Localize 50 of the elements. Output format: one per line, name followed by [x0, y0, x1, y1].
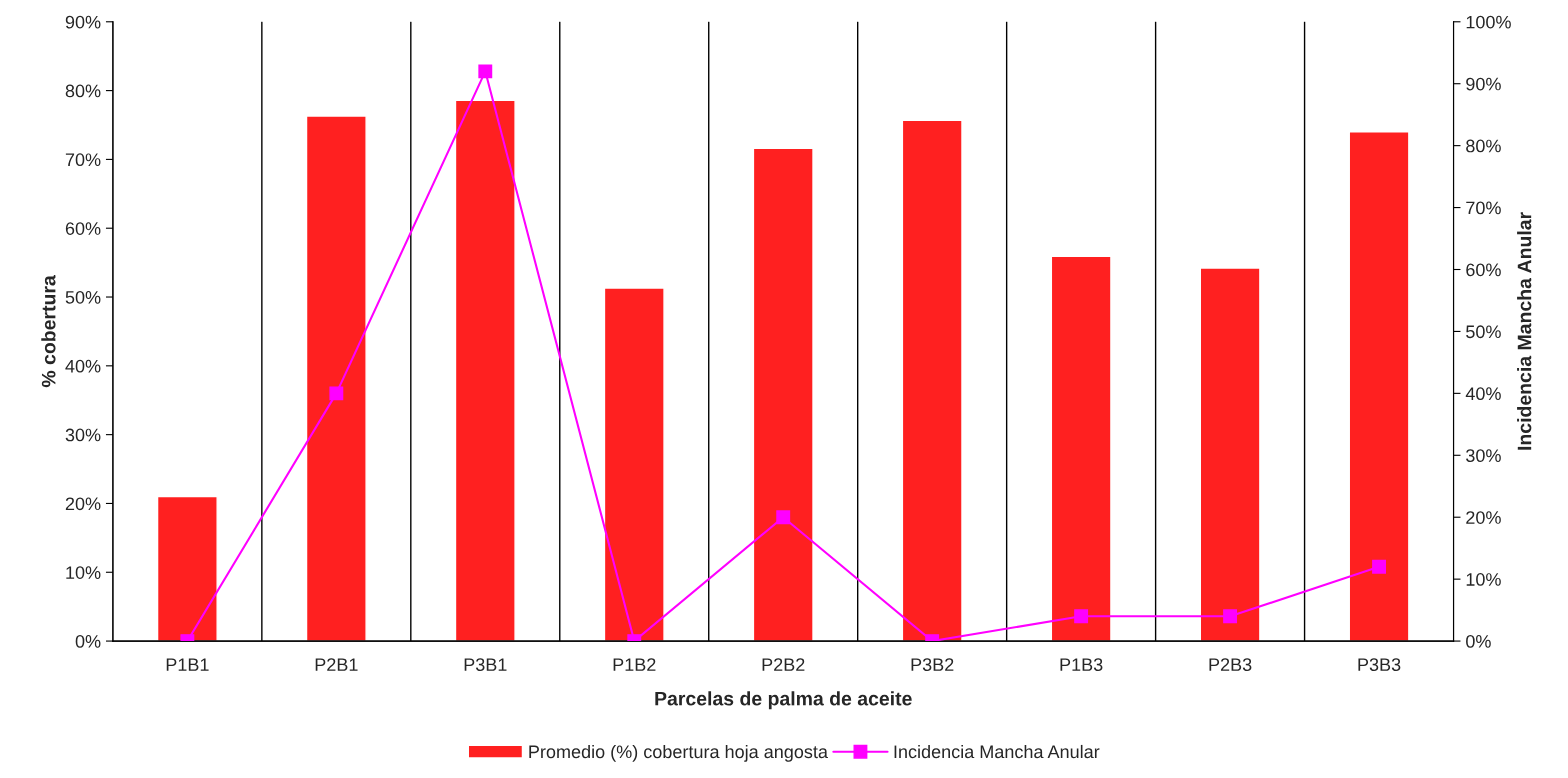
point: [1372, 559, 1387, 574]
y-tick-label: 80%: [65, 84, 101, 98]
bar: [156, 495, 218, 642]
y2-tick-label: 60%: [1466, 263, 1501, 277]
bar: [1348, 131, 1410, 642]
x-tick-label: P2B1: [315, 658, 358, 671]
y-tick-label: 10%: [66, 566, 101, 579]
y2-tick-label: 50%: [1466, 325, 1501, 339]
bar: [603, 287, 665, 642]
y-tick-label: 30%: [65, 428, 101, 442]
y-tick-label: 90%: [65, 15, 101, 29]
x-tick-label: P1B3: [1060, 658, 1103, 671]
bar: [752, 147, 814, 642]
y2-tick-label: 40%: [1465, 387, 1501, 401]
point: [776, 510, 791, 525]
y-tick-label: 20%: [65, 497, 101, 511]
x-tick-label: P3B3: [1358, 658, 1401, 671]
y-axis-title: % cobertura: [41, 275, 56, 388]
legend-label: Incidencia Mancha Anular: [894, 744, 1100, 759]
bar: [454, 99, 516, 642]
point: [478, 64, 493, 79]
x-axis-title: Parcelas de palma de aceite: [655, 691, 912, 710]
y-tick-label: 50%: [65, 290, 101, 304]
x-tick-label: P1B2: [613, 658, 656, 671]
y2-tick-label: 0%: [1466, 635, 1491, 648]
x-tick-label: P3B1: [464, 658, 507, 671]
bar: [1050, 255, 1112, 642]
y-tick-label: 40%: [65, 359, 101, 373]
y2-tick-label: 90%: [1466, 77, 1501, 91]
bar: [1199, 267, 1261, 642]
bar: [901, 119, 963, 642]
point: [1223, 609, 1238, 624]
y2-tick-label: 80%: [1466, 139, 1501, 153]
x-tick-label: P3B2: [911, 658, 954, 671]
y-tick-label: 0%: [75, 635, 101, 648]
y-tick-label: 70%: [65, 153, 101, 167]
bar: [305, 115, 367, 642]
point: [1074, 609, 1089, 624]
y2-tick-label: 30%: [1466, 449, 1501, 463]
legend-label: Promedio (%) cobertura hoja angosta: [529, 744, 828, 762]
y-tick-label: 60%: [65, 222, 101, 235]
point: [329, 386, 344, 401]
x-tick-label: P2B3: [1209, 658, 1252, 671]
y2-tick-label: 70%: [1466, 201, 1501, 215]
y2-tick-label: 10%: [1466, 573, 1501, 586]
x-tick-label: P1B1: [166, 658, 209, 671]
y2-tick-label: 100%: [1466, 15, 1511, 29]
x-tick-label: P2B2: [762, 658, 805, 671]
y2-axis-title: Incidencia Mancha Anular: [1517, 212, 1532, 450]
y2-tick-label: 20%: [1466, 511, 1501, 524]
